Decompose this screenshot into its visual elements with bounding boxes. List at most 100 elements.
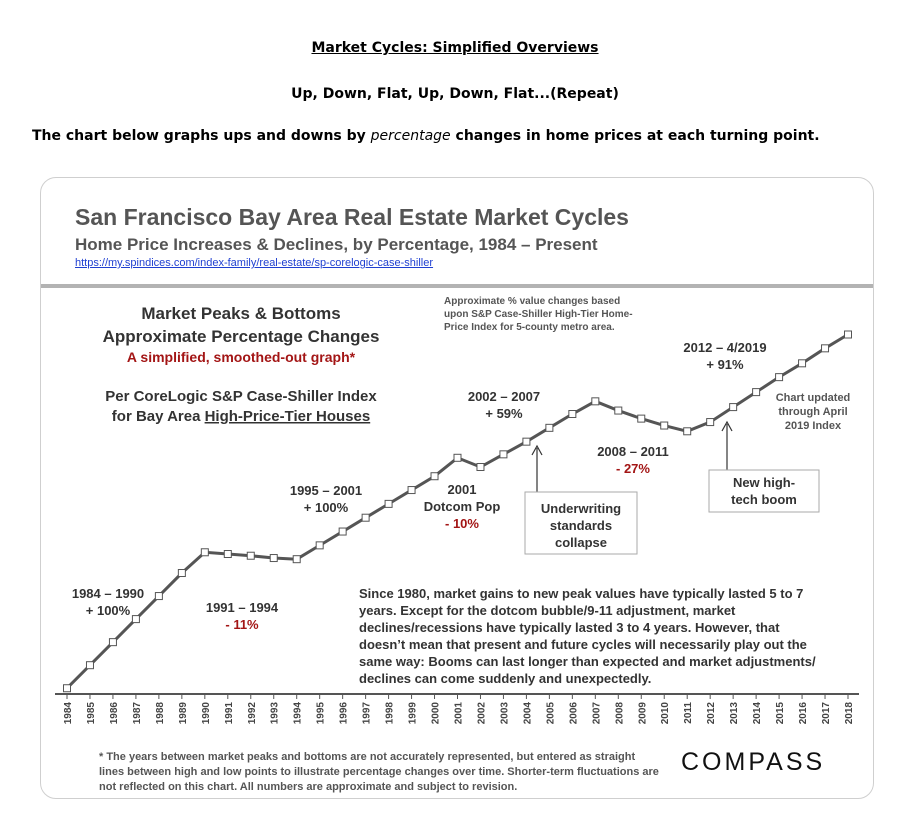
- data-point: [453, 453, 462, 462]
- x-tick-label: 1994: [293, 702, 304, 725]
- chart-marks: 1984 1985 1986 1987 1988 1989 1990 1991 1992 1993…: [55, 330, 859, 725]
- data-point: [499, 450, 508, 459]
- data-point: [108, 638, 117, 647]
- source-link[interactable]: https://my.spindices.com/index-family/re…: [75, 257, 434, 269]
- x-tick-label: 2010: [660, 702, 671, 725]
- data-point: [200, 548, 209, 557]
- data-point: [85, 661, 94, 670]
- data-point: [246, 551, 255, 560]
- cycle-2008-years: 2008 – 2011: [597, 444, 669, 459]
- chart-updated-line-3: 2019 Index: [785, 420, 842, 432]
- chart-subtitle: Home Price Increases & Declines, by Perc…: [75, 235, 598, 254]
- x-tick-label: 2003: [499, 702, 510, 725]
- data-point: [798, 359, 807, 368]
- narrative-line-6: declines can come suddenly and unexpecte…: [359, 671, 651, 686]
- intro-after: changes in home prices at each turning p…: [450, 128, 820, 144]
- chart-title: San Francisco Bay Area Real Estate Marke…: [75, 204, 629, 230]
- x-tick-label: 2018: [844, 702, 855, 725]
- x-tick-label: 2006: [568, 702, 579, 725]
- data-point: [775, 373, 784, 382]
- data-point: [430, 472, 439, 481]
- x-tick-label: 2014: [752, 702, 763, 725]
- box-index-line-1: Per CoreLogic S&P Case-Shiller Index: [105, 388, 377, 405]
- cycle-2012-percent: + 91%: [706, 357, 744, 372]
- source-note-line-3: Price Index for 5-county metro area.: [444, 322, 615, 333]
- x-tick-label: 2016: [798, 702, 809, 725]
- intro-before: The chart below graphs ups and downs by: [32, 128, 371, 144]
- underwriting-line-2: standards: [550, 518, 612, 533]
- data-point: [177, 569, 186, 578]
- x-tick-label: 1990: [201, 702, 212, 725]
- data-point: [315, 541, 324, 550]
- data-point: [384, 499, 393, 508]
- intro-emphasis: percentage: [370, 128, 451, 144]
- x-tick-label: 2004: [522, 702, 533, 725]
- underwriting-arrowhead: [531, 444, 543, 456]
- narrative-text: Since 1980, market gains to new peak val…: [359, 586, 816, 686]
- box-title-line-2: Approximate Percentage Changes: [103, 327, 380, 346]
- cycle-1984-years: 1984 – 1990: [72, 586, 144, 601]
- data-point: [522, 437, 531, 446]
- data-point: [821, 344, 830, 353]
- cycle-2002-percent: + 59%: [485, 406, 523, 421]
- data-point: [591, 397, 600, 406]
- cycle-2001-percent: - 10%: [445, 516, 479, 531]
- source-note-line-1: Approximate % value changes based: [444, 296, 620, 307]
- data-point: [338, 527, 347, 536]
- x-tick-label: 2008: [614, 702, 625, 725]
- intro-text: The chart below graphs ups and downs by …: [32, 128, 892, 144]
- chart-card: San Francisco Bay Area Real Estate Marke…: [40, 177, 874, 799]
- market-cycle-chart: 1984 1985 1986 1987 1988 1989 1990 1991 1992 1993…: [55, 296, 859, 725]
- source-note-line-2: upon S&P Case-Shiller High-Tier Home-: [444, 309, 633, 320]
- data-point: [292, 555, 301, 564]
- data-point: [568, 410, 577, 419]
- x-tick-label: 1986: [109, 702, 120, 725]
- x-tick-label: 1985: [86, 702, 97, 725]
- x-tick-label: 2009: [637, 702, 648, 725]
- cycle-1984-percent: + 100%: [86, 603, 131, 618]
- cycle-2001-year: 2001: [448, 482, 477, 497]
- x-tick-label: 1989: [178, 702, 189, 725]
- x-tick-label: 1991: [224, 702, 235, 725]
- underwriting-box: [524, 491, 638, 555]
- box-title-line-1: Market Peaks & Bottoms: [141, 304, 340, 323]
- box-index-line-2: for Bay Area High-Price-Tier Houses: [112, 408, 370, 425]
- x-tick-label: 2015: [775, 702, 786, 725]
- data-point: [545, 423, 554, 432]
- data-point: [223, 550, 232, 559]
- x-tick-label: 1997: [362, 702, 373, 725]
- boom-box: [708, 469, 820, 513]
- cycle-2002-years: 2002 – 2007: [468, 389, 540, 404]
- box-red-note: A simplified, smoothed-out graph*: [127, 349, 356, 365]
- narrative-line-3: declines/recessions have typically laste…: [359, 620, 780, 635]
- x-tick-label: 1984: [63, 702, 74, 725]
- box-index-prefix: for Bay Area: [112, 408, 205, 425]
- data-point: [844, 330, 852, 339]
- data-point: [361, 513, 370, 522]
- data-point: [706, 418, 715, 427]
- data-point: [407, 486, 416, 495]
- narrative-line-4: doesn’t mean that present and future cyc…: [359, 637, 807, 652]
- data-point: [683, 427, 692, 436]
- x-tick-label: 2000: [431, 702, 442, 725]
- data-point: [729, 403, 738, 412]
- cycle-2012-years: 2012 – 4/2019: [683, 340, 766, 355]
- cycle-2008-percent: - 27%: [616, 461, 650, 476]
- cycle-1995-percent: + 100%: [304, 500, 349, 515]
- narrative-line-5: same way: Booms can last longer than exp…: [359, 654, 816, 669]
- x-tick-label: 2012: [706, 702, 717, 725]
- boom-arrowhead: [721, 420, 733, 432]
- x-tick-label: 1999: [408, 702, 419, 725]
- chart-updated-line-1: Chart updated: [776, 392, 851, 404]
- data-point: [269, 554, 278, 563]
- narrative-line-2: years. Except for the dotcom bubble/9-11…: [359, 603, 736, 618]
- chart-updated-line-2: through April: [778, 406, 847, 418]
- data-point: [637, 414, 646, 423]
- data-point: [614, 406, 623, 415]
- x-tick-label: 2017: [821, 702, 832, 725]
- page-subtitle: Up, Down, Flat, Up, Down, Flat...(Repeat…: [291, 86, 619, 102]
- page-title: Market Cycles: Simplified Overviews: [311, 40, 599, 56]
- x-tick-label: 2007: [591, 702, 602, 725]
- x-tick-label: 1996: [339, 702, 350, 725]
- x-tick-label: 1995: [316, 702, 327, 725]
